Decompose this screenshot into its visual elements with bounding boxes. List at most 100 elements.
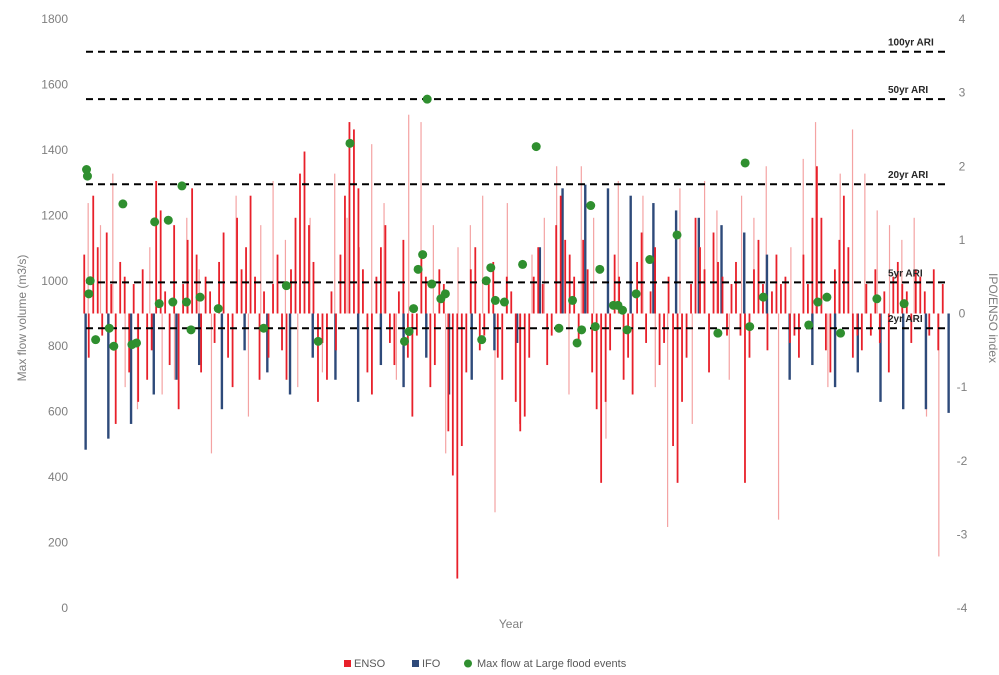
ipo-bar bbox=[765, 254, 769, 314]
enso-bar bbox=[505, 276, 508, 314]
legend-swatch-enso bbox=[344, 660, 351, 667]
enso-bar bbox=[820, 217, 823, 314]
enso-bar bbox=[636, 261, 639, 314]
left-tick-label: 1800 bbox=[41, 12, 68, 26]
enso-bar bbox=[937, 313, 940, 351]
enso-bar bbox=[726, 313, 728, 336]
legend-label-ipo: IFO bbox=[422, 658, 441, 670]
enso-bar bbox=[159, 210, 162, 314]
flood-point bbox=[345, 138, 355, 148]
enso-bar bbox=[487, 284, 490, 314]
ipo-bar bbox=[743, 232, 746, 314]
flood-point bbox=[822, 292, 832, 302]
legend-swatch-ipo bbox=[412, 660, 419, 667]
enso-bar bbox=[604, 313, 607, 402]
enso-light-bar bbox=[543, 217, 545, 314]
enso-bar bbox=[209, 291, 212, 314]
enso-bar bbox=[456, 313, 459, 579]
enso-bar bbox=[272, 284, 274, 314]
ipo-bar bbox=[493, 313, 496, 351]
enso-light-bar bbox=[235, 195, 237, 314]
left-tick-label: 1000 bbox=[41, 274, 68, 288]
enso-bar bbox=[865, 284, 868, 314]
ipo-bar bbox=[561, 188, 564, 314]
enso-bar bbox=[150, 313, 153, 351]
enso-bar bbox=[672, 313, 674, 447]
enso-bar bbox=[308, 225, 310, 314]
enso-light-bar bbox=[161, 313, 163, 395]
ipo-bar bbox=[379, 313, 383, 366]
enso-bar bbox=[559, 195, 562, 314]
enso-bar bbox=[496, 313, 499, 358]
enso-bar bbox=[568, 254, 571, 314]
enso-light-bar bbox=[753, 217, 755, 314]
enso-light-bar bbox=[395, 313, 397, 380]
flood-point bbox=[440, 289, 450, 299]
enso-bar bbox=[402, 239, 405, 314]
enso-bar bbox=[748, 313, 751, 358]
enso-bar bbox=[874, 269, 877, 314]
enso-bar bbox=[640, 232, 643, 314]
enso-bar bbox=[591, 313, 594, 373]
enso-bar bbox=[798, 313, 800, 358]
flood-point bbox=[168, 297, 178, 307]
enso-light-bar bbox=[445, 313, 447, 454]
enso-bar bbox=[923, 291, 926, 314]
flood-point bbox=[622, 325, 632, 335]
ipo-bar bbox=[515, 313, 519, 343]
enso-bar bbox=[397, 291, 400, 314]
enso-bar bbox=[914, 269, 917, 314]
enso-bar bbox=[424, 276, 427, 314]
enso-bar bbox=[523, 313, 526, 417]
right-axis-ticks: -4 -3 -2 -1 0 1 2 3 4 bbox=[957, 12, 968, 615]
enso-light-bar bbox=[112, 173, 114, 314]
enso-bar bbox=[290, 269, 292, 314]
enso-light-bar bbox=[593, 217, 595, 314]
enso-bar bbox=[366, 313, 369, 373]
enso-bar bbox=[514, 313, 517, 402]
enso-bar bbox=[550, 313, 553, 336]
enso-light-bar bbox=[691, 313, 693, 424]
enso-bar bbox=[137, 313, 140, 402]
ipo-bar bbox=[811, 313, 814, 366]
enso-bar bbox=[218, 261, 220, 314]
flood-point bbox=[281, 281, 291, 291]
ipo-bar bbox=[266, 313, 269, 373]
legend-label-flood: Max flow at Large flood events bbox=[477, 658, 627, 670]
enso-light-bar bbox=[284, 239, 287, 314]
flood-point bbox=[84, 289, 94, 299]
enso-bar bbox=[564, 239, 567, 314]
enso-light-bar bbox=[346, 217, 348, 314]
left-tick-label: 1200 bbox=[41, 208, 68, 222]
ipo-bar bbox=[697, 217, 701, 314]
enso-bar bbox=[793, 313, 796, 336]
ari-label: 100yr ARI bbox=[888, 38, 934, 49]
enso-light-bar bbox=[716, 210, 718, 314]
enso-bar bbox=[469, 269, 472, 314]
flood-point bbox=[745, 322, 755, 332]
enso-light-bar bbox=[901, 239, 903, 314]
flood-point bbox=[645, 255, 655, 265]
right-tick-label: 2 bbox=[959, 159, 966, 173]
enso-bar bbox=[317, 313, 319, 402]
enso-bar bbox=[528, 313, 531, 358]
enso-bar bbox=[83, 254, 86, 314]
enso-bar bbox=[173, 225, 176, 314]
enso-light-bar bbox=[728, 313, 730, 380]
flood-point bbox=[531, 142, 541, 152]
enso-bar bbox=[339, 254, 342, 314]
ipo-bar bbox=[220, 313, 224, 410]
left-tick-label: 600 bbox=[48, 405, 68, 419]
enso-light-bar bbox=[777, 313, 780, 520]
ipo-bar bbox=[129, 313, 133, 424]
enso-light-bar bbox=[383, 203, 385, 314]
ari-label: 2yr ARI bbox=[888, 314, 923, 325]
enso-bar bbox=[744, 313, 746, 483]
enso-light-bar bbox=[457, 247, 459, 314]
right-tick-label: -4 bbox=[957, 601, 968, 615]
ipo-bar bbox=[538, 247, 542, 314]
enso-bar bbox=[883, 291, 886, 314]
enso-bar bbox=[348, 122, 351, 314]
right-tick-label: 4 bbox=[959, 12, 966, 26]
